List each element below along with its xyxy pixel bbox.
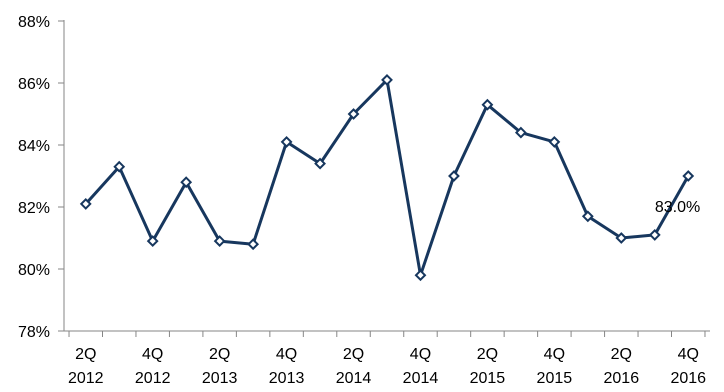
x-tick-label: 4Q 2013 [269, 346, 305, 387]
y-axis-ticks: 78% 80% 82% 84% 86% 88% [18, 14, 64, 341]
x-tick-label: 4Q 2016 [670, 346, 706, 387]
x-tick-label: 4Q 2012 [135, 346, 171, 387]
x-tick-label: 4Q 2015 [537, 346, 573, 387]
y-tick-label: 84% [18, 138, 50, 155]
data-point [314, 157, 326, 170]
series-line [84, 78, 690, 277]
data-point [113, 160, 126, 173]
data-point [381, 73, 393, 86]
y-tick-label: 88% [18, 14, 50, 31]
data-point [280, 135, 293, 148]
data-markers [79, 73, 695, 282]
y-tick-label: 82% [18, 200, 50, 217]
data-point [581, 210, 594, 223]
x-tick-label: 2Q 2012 [68, 346, 104, 387]
data-point [347, 108, 360, 120]
data-point [247, 238, 260, 251]
data-point [648, 228, 661, 241]
x-tick-label: 2Q 2015 [470, 346, 506, 387]
y-tick-label: 78% [18, 324, 50, 341]
data-point [79, 197, 92, 210]
data-point [213, 235, 226, 248]
data-point [548, 135, 561, 148]
data-point [146, 235, 159, 248]
y-tick-label: 86% [18, 76, 50, 93]
x-tick-label: 2Q 2013 [202, 346, 238, 387]
chart-axes [63, 20, 710, 332]
data-point [414, 269, 427, 282]
data-point [180, 176, 193, 189]
data-point [514, 126, 527, 139]
series-line-group [84, 78, 690, 277]
data-label: 83.0% [655, 199, 700, 216]
data-labels: 83.0% [655, 199, 700, 216]
data-point [682, 170, 695, 182]
x-axis-ticks: 2Q 2012 4Q 2012 2Q 2013 4Q 2013 2Q 2014 4Q 2014 2Q 20… [68, 331, 706, 387]
x-tick-label: 2Q 2014 [336, 346, 372, 387]
y-tick-label: 80% [18, 262, 50, 279]
x-tick-label: 4Q 2014 [403, 346, 439, 387]
data-point [481, 98, 494, 111]
x-tick-label: 2Q 2016 [604, 346, 640, 387]
data-point [615, 232, 628, 244]
data-point [448, 170, 460, 182]
